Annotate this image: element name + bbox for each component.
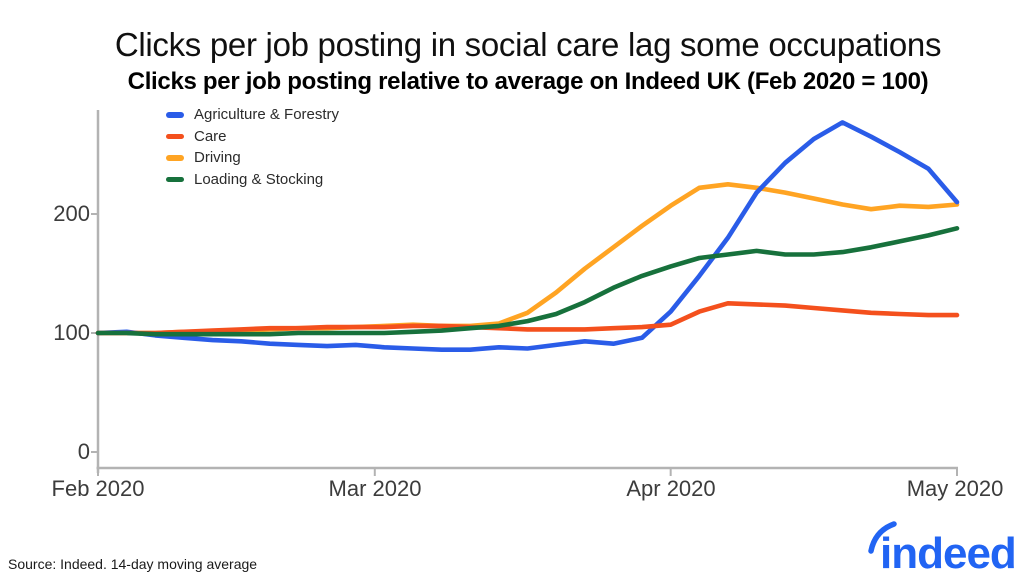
legend-item-care: Care [166, 126, 339, 148]
x-tick-label-apr-2020: Apr 2020 [626, 476, 716, 501]
x-tick-label-mar-2020: Mar 2020 [328, 476, 422, 501]
indeed-logo-text: indeed [880, 529, 1014, 576]
legend-label-driving: Driving [194, 149, 241, 167]
legend-item-agriculture-forestry: Agriculture & Forestry [166, 104, 339, 126]
legend-swatch-loading-stocking-icon [166, 176, 184, 182]
source-note: Source: Indeed. 14-day moving average [8, 556, 258, 572]
legend-label-agriculture-forestry: Agriculture & Forestry [194, 106, 340, 124]
chart-legend: Agriculture & Forestry Care Driving Load… [166, 104, 339, 190]
indeed-logo: indeed [868, 521, 1014, 576]
legend-swatch-driving-icon [166, 155, 184, 161]
x-tick-label-may-2020: May 2020 [906, 476, 1004, 501]
legend-label-loading-stocking: Loading & Stocking [194, 170, 324, 188]
y-tick-label-200: 200 [53, 201, 90, 226]
legend-swatch-care-icon [166, 133, 184, 139]
y-tick-label-100: 100 [53, 320, 90, 345]
chart-subtitle: Clicks per job posting relative to avera… [127, 68, 929, 95]
indeed-logo-swoosh-icon [868, 521, 897, 554]
legend-label-care: Care [194, 127, 227, 145]
x-tick-label-feb-2020: Feb 2020 [51, 476, 145, 501]
chart-title: Clicks per job posting in social care la… [114, 26, 942, 63]
legend-item-driving: Driving [166, 147, 339, 169]
y-tick-label-0: 0 [77, 439, 90, 464]
legend-item-loading-stocking: Loading & Stocking [166, 169, 339, 191]
legend-swatch-agriculture-forestry-icon [166, 112, 184, 118]
